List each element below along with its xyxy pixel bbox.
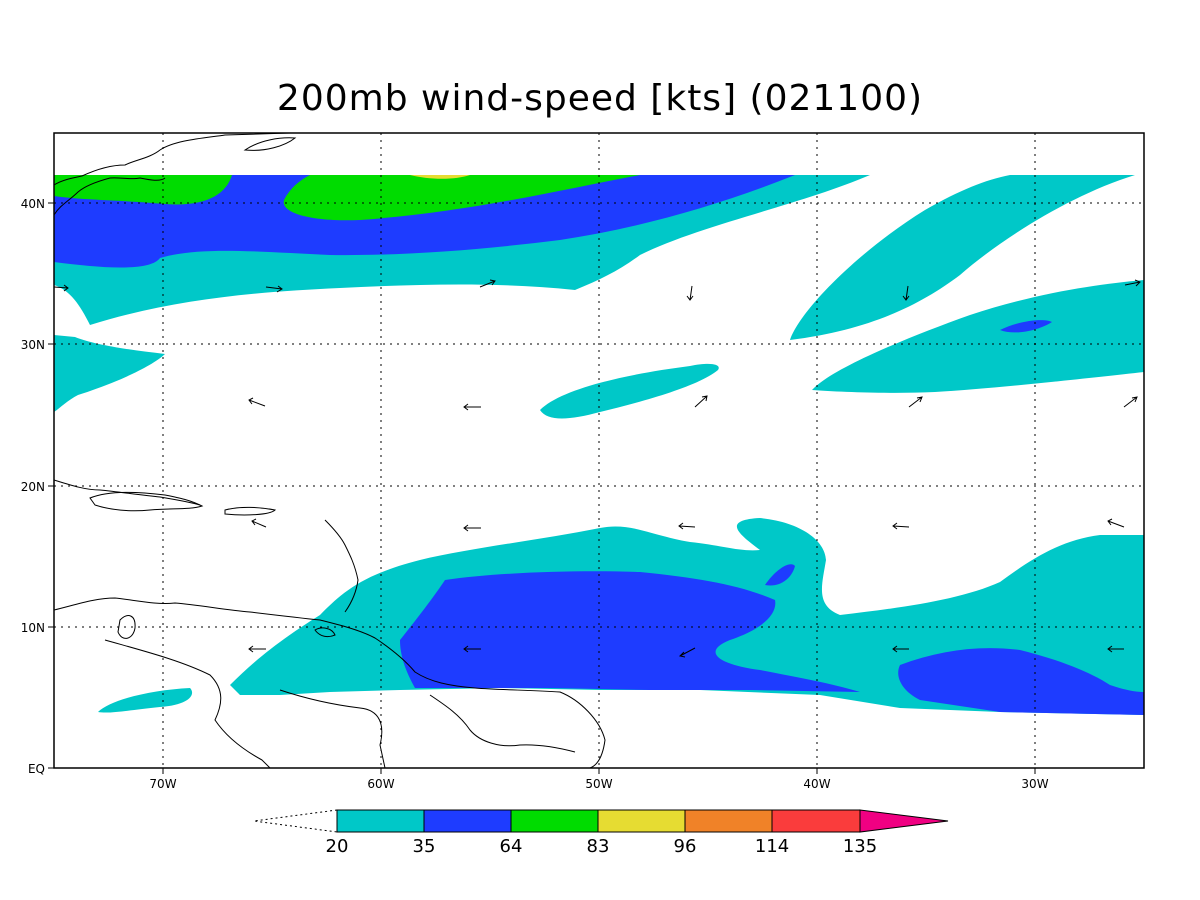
coast-trinidad <box>314 627 336 638</box>
lon-label-40w: 40W <box>803 777 830 791</box>
wind-vector <box>479 279 496 288</box>
wind-vector <box>251 518 267 528</box>
coast-north-america <box>54 133 291 186</box>
colorbar-label: 35 <box>413 836 436 857</box>
wind-vector <box>902 285 910 301</box>
diagonal-band-se-core <box>1000 320 1052 333</box>
lat-label-10n: 10N <box>21 621 45 635</box>
coast-northeast-us <box>54 177 166 216</box>
coast-interior-border-east <box>279 689 386 768</box>
colorbar-segment <box>684 809 773 833</box>
lat-label-30n: 30N <box>21 338 45 352</box>
colorbar-segment <box>771 809 861 833</box>
midatlantic-band <box>540 363 719 419</box>
wind-vector <box>686 285 694 301</box>
lat-label-eq: EQ <box>28 762 45 776</box>
colorbar-label: 83 <box>587 836 610 857</box>
coast-interior-border-west <box>104 639 271 768</box>
coastlines <box>54 133 606 768</box>
colorbar-segment <box>510 809 599 833</box>
wind-vector <box>1107 645 1124 653</box>
coast-cuba <box>54 479 201 506</box>
colorbar-label: 20 <box>326 836 349 857</box>
colorbar-label: 135 <box>843 836 877 857</box>
jet-band-blue <box>54 175 795 268</box>
tropical-band-blue <box>400 571 860 692</box>
tropical-band-blue-east <box>898 648 1144 715</box>
coast-hispaniola <box>89 491 204 512</box>
wind-vector <box>908 396 923 408</box>
wind-vector <box>1107 518 1125 528</box>
colorbar-low-triangle <box>253 809 338 833</box>
colorbar-segment <box>336 809 425 833</box>
wind-vector <box>1124 279 1141 287</box>
wind-vector <box>678 647 696 658</box>
diagonal-band-se <box>812 280 1144 393</box>
wind-vector <box>678 522 696 530</box>
map-title: 200mb wind-speed [kts] (021100) <box>276 78 924 119</box>
latitude-labels: 40N 30N 20N 10N EQ <box>21 197 45 776</box>
colorbar-label: 114 <box>755 836 789 857</box>
lat-label-40n: 40N <box>21 197 45 211</box>
coast-lesser-antilles <box>324 519 359 613</box>
wind-vector <box>892 645 909 653</box>
colorbar-high-triangle <box>859 809 949 833</box>
lon-label-60w: 60W <box>367 777 394 791</box>
wind-shading <box>54 175 1144 715</box>
jet-core-green-west <box>54 175 232 205</box>
jet-core-yellow <box>410 175 470 179</box>
tropical-blue-islet <box>765 564 795 586</box>
lat-label-20n: 20N <box>21 480 45 494</box>
coast-puerto-rico <box>224 506 277 516</box>
diagonal-band-ne <box>790 175 1135 340</box>
lon-label-30w: 30W <box>1021 777 1048 791</box>
coast-venezuela <box>54 597 606 768</box>
coast-lake-maracaibo <box>117 615 136 639</box>
colorbar: 20 35 64 83 96 114 135 <box>253 809 949 857</box>
lon-label-50w: 50W <box>585 777 612 791</box>
colorbar-segment <box>597 809 686 833</box>
southwest-patch <box>98 688 193 713</box>
west-patch <box>54 335 165 412</box>
colorbar-segment <box>423 809 512 833</box>
colorbar-label: 96 <box>674 836 697 857</box>
coast-guyana-border <box>429 694 576 753</box>
wind-vector <box>892 522 910 530</box>
wind-vector <box>694 395 708 408</box>
wind-vectors <box>54 279 1141 658</box>
wind-vector <box>463 524 481 532</box>
axis-ticks <box>48 202 1036 774</box>
wind-vector <box>1123 396 1138 408</box>
jet-core-green-east <box>283 175 640 221</box>
lon-label-70w: 70W <box>149 777 176 791</box>
wind-vector <box>265 285 283 293</box>
colorbar-label: 64 <box>500 836 523 857</box>
coast-newfoundland <box>243 137 297 151</box>
wind-vector <box>463 403 481 411</box>
graticule <box>54 133 1144 768</box>
longitude-labels: 70W 60W 50W 40W 30W <box>149 777 1048 791</box>
wind-vector <box>463 645 481 653</box>
wind-vector <box>54 284 69 292</box>
wind-vector <box>248 645 266 653</box>
wind-vector <box>248 397 266 407</box>
